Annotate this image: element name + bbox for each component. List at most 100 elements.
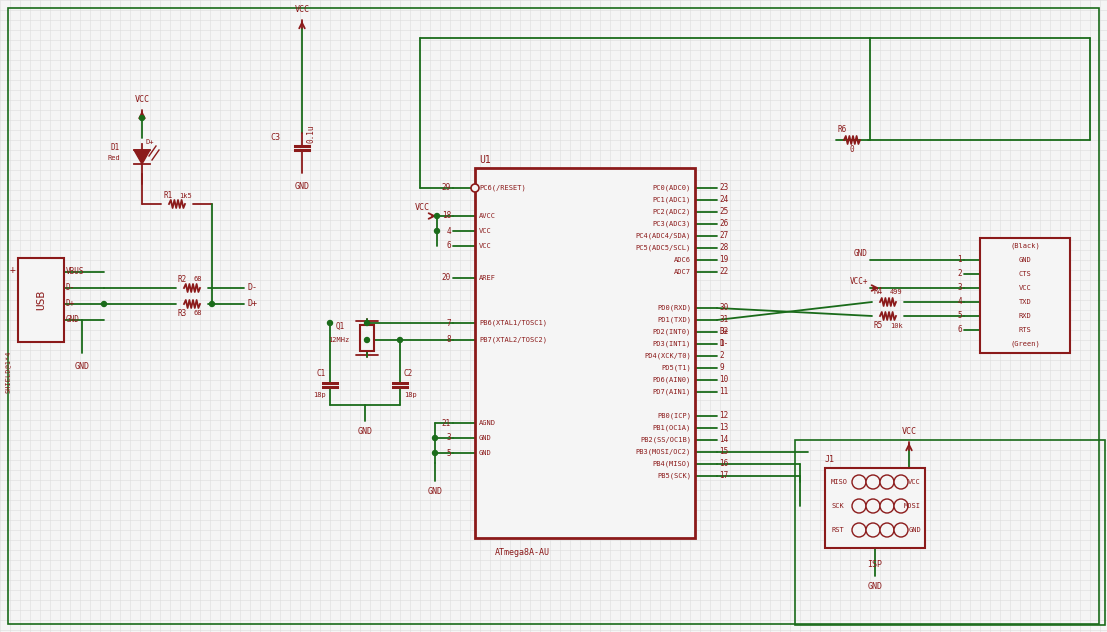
- Text: 11: 11: [720, 387, 728, 396]
- Text: VCC+: VCC+: [849, 277, 868, 286]
- Text: 18p: 18p: [404, 392, 416, 398]
- Text: ISP: ISP: [868, 560, 882, 569]
- Text: PB3(MOSI/OC2): PB3(MOSI/OC2): [635, 449, 691, 455]
- Circle shape: [433, 451, 437, 456]
- Text: 1k5: 1k5: [179, 193, 192, 199]
- Text: 17: 17: [720, 471, 728, 480]
- Text: 5: 5: [958, 312, 962, 320]
- Polygon shape: [134, 150, 151, 164]
- Text: 0: 0: [850, 145, 855, 154]
- Text: GND: GND: [1018, 257, 1032, 263]
- Text: 30: 30: [720, 303, 728, 312]
- Circle shape: [866, 499, 880, 513]
- Text: 26: 26: [720, 219, 728, 229]
- Text: R5: R5: [875, 322, 883, 331]
- Text: 27: 27: [720, 231, 728, 241]
- Text: PC5(ADC5/SCL): PC5(ADC5/SCL): [635, 245, 691, 252]
- Text: VCC: VCC: [908, 479, 921, 485]
- Text: SCK: SCK: [831, 503, 844, 509]
- Text: PD5(T1): PD5(T1): [661, 365, 691, 371]
- Text: GND: GND: [358, 427, 372, 436]
- Text: 31: 31: [720, 315, 728, 324]
- Text: 24: 24: [720, 195, 728, 205]
- Text: PB0(ICP): PB0(ICP): [656, 413, 691, 419]
- Text: GND: GND: [74, 362, 90, 371]
- Circle shape: [102, 301, 106, 307]
- Circle shape: [894, 523, 908, 537]
- Text: 2: 2: [958, 269, 962, 279]
- Text: GND: GND: [908, 527, 921, 533]
- Text: D+: D+: [720, 327, 728, 336]
- Circle shape: [880, 475, 894, 489]
- Text: 3: 3: [446, 434, 451, 442]
- Circle shape: [139, 116, 145, 121]
- Text: GND: GND: [66, 315, 80, 324]
- Text: 4: 4: [958, 298, 962, 307]
- Text: Q1: Q1: [335, 322, 345, 331]
- Text: (Black): (Black): [1010, 243, 1039, 249]
- Circle shape: [852, 499, 866, 513]
- Text: 2: 2: [720, 351, 724, 360]
- Text: R2: R2: [178, 274, 187, 284]
- Text: 13: 13: [720, 423, 728, 432]
- Bar: [360, 325, 374, 351]
- Bar: [825, 468, 925, 548]
- Circle shape: [880, 523, 894, 537]
- Text: R4: R4: [875, 288, 883, 296]
- Text: ADC7: ADC7: [674, 269, 691, 275]
- Text: PC0(ADC0): PC0(ADC0): [653, 185, 691, 191]
- Text: 18: 18: [442, 212, 451, 221]
- Text: 10k: 10k: [890, 323, 902, 329]
- Text: PC3(ADC3): PC3(ADC3): [653, 221, 691, 228]
- Text: 7: 7: [446, 319, 451, 327]
- Text: C2: C2: [404, 368, 413, 377]
- Text: 29: 29: [442, 183, 451, 193]
- Circle shape: [852, 475, 866, 489]
- Text: VBUS: VBUS: [66, 267, 84, 277]
- Bar: [795, 440, 1105, 625]
- Circle shape: [894, 475, 908, 489]
- Text: VCC: VCC: [415, 204, 430, 212]
- Text: PC6(/RESET): PC6(/RESET): [479, 185, 526, 191]
- Text: PC4(ADC4/SDA): PC4(ADC4/SDA): [635, 233, 691, 240]
- Text: PD0(RXD): PD0(RXD): [656, 305, 691, 311]
- Text: PD2(INT0): PD2(INT0): [653, 329, 691, 335]
- Text: PD7(AIN1): PD7(AIN1): [653, 389, 691, 395]
- Bar: [980, 238, 1070, 353]
- Text: 499: 499: [890, 289, 902, 295]
- Circle shape: [894, 499, 908, 513]
- Text: D+: D+: [145, 139, 154, 145]
- Text: Red: Red: [107, 155, 120, 161]
- Text: 19: 19: [720, 255, 728, 265]
- Text: PD4(XCK/T0): PD4(XCK/T0): [644, 353, 691, 359]
- Text: 3: 3: [958, 284, 962, 293]
- Circle shape: [866, 475, 880, 489]
- Circle shape: [470, 184, 479, 192]
- Text: CTS: CTS: [1018, 271, 1032, 277]
- Text: 6: 6: [958, 325, 962, 334]
- Circle shape: [328, 320, 332, 325]
- Text: 16: 16: [720, 459, 728, 468]
- Text: VCC: VCC: [901, 427, 917, 436]
- Text: MISO: MISO: [831, 479, 848, 485]
- Text: 68: 68: [194, 310, 203, 316]
- Text: D-: D-: [248, 284, 258, 293]
- Text: D-: D-: [66, 284, 75, 293]
- Text: VCC: VCC: [479, 243, 492, 249]
- Text: TXD: TXD: [1018, 299, 1032, 305]
- Text: RST: RST: [831, 527, 844, 533]
- Bar: [475, 168, 695, 538]
- Text: GND: GND: [479, 435, 492, 441]
- Text: 12: 12: [720, 411, 728, 420]
- Text: PB5(SCK): PB5(SCK): [656, 473, 691, 479]
- Text: GND: GND: [855, 250, 868, 258]
- Circle shape: [364, 337, 370, 343]
- Text: GND: GND: [294, 182, 310, 191]
- Bar: [18, 258, 64, 342]
- Text: 20: 20: [442, 274, 451, 283]
- Text: R3: R3: [178, 308, 187, 317]
- Text: MOSI: MOSI: [904, 503, 921, 509]
- Text: GND: GND: [479, 450, 492, 456]
- Text: ATmega8A-AU: ATmega8A-AU: [495, 548, 550, 557]
- Text: 9: 9: [720, 363, 724, 372]
